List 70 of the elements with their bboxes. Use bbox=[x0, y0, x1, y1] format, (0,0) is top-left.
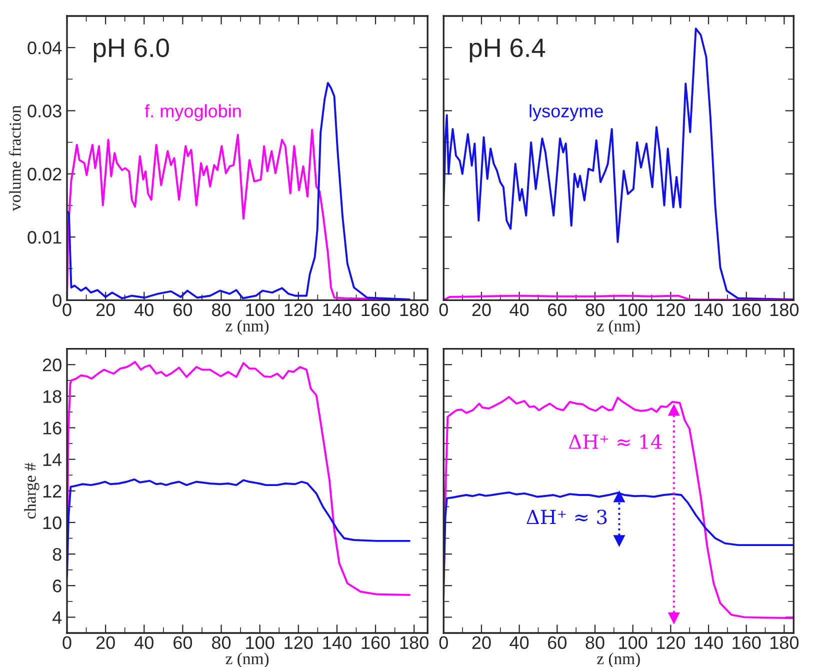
y-tick-label: 8 bbox=[52, 548, 62, 561]
x-tick-label: 0 bbox=[62, 303, 72, 316]
text: pH 6.0 bbox=[94, 38, 169, 62]
x-tick-label: 80 bbox=[212, 636, 231, 650]
x-axis-title: z (nm) bbox=[226, 320, 269, 335]
x-tick-label: 100 bbox=[619, 303, 648, 316]
x-axis-title: z (nm) bbox=[597, 320, 640, 335]
x-tick-label: 100 bbox=[619, 636, 648, 650]
x-tick-label: 140 bbox=[323, 303, 352, 316]
y-tick-label: 18 bbox=[43, 390, 62, 403]
x-tick-label: 60 bbox=[548, 636, 566, 650]
x-tick-label: 80 bbox=[586, 303, 604, 316]
x-tick-label: 60 bbox=[174, 303, 192, 316]
x-tick-label: 100 bbox=[246, 303, 274, 316]
y-tick-label: 12 bbox=[43, 484, 62, 498]
x-tick-label: 100 bbox=[246, 636, 274, 650]
y-tick-label: 4 bbox=[52, 611, 62, 624]
x-tick-label: 140 bbox=[323, 636, 352, 650]
y-axis-title: volume fraction bbox=[8, 105, 21, 212]
point bbox=[668, 404, 680, 416]
x-tick-label: 20 bbox=[96, 636, 115, 650]
y-tick-label: 16 bbox=[43, 422, 62, 434]
x-tick-label: 40 bbox=[134, 303, 154, 316]
x-tick-label: 80 bbox=[212, 303, 231, 316]
x-tick-label: 60 bbox=[548, 303, 566, 316]
y-tick-label: 10 bbox=[43, 516, 62, 530]
y-tick-label: 0 bbox=[52, 294, 62, 307]
point bbox=[614, 491, 625, 502]
x-tick-label: 20 bbox=[472, 303, 491, 316]
x-tick-label: 180 bbox=[400, 303, 428, 316]
x-tick-label: 180 bbox=[770, 636, 799, 650]
y-tick-label: 0.02 bbox=[28, 168, 62, 181]
y-tick-label: 20 bbox=[42, 358, 62, 372]
x-tick-label: 160 bbox=[362, 636, 390, 650]
x-tick-label: 120 bbox=[656, 303, 686, 316]
x-tick-label: 60 bbox=[174, 636, 192, 650]
x-tick-label: 0 bbox=[439, 303, 448, 316]
y-tick-label: 0.04 bbox=[28, 42, 62, 54]
x-tick-label: 40 bbox=[134, 636, 154, 650]
x-tick-label: 20 bbox=[472, 636, 491, 650]
x-tick-label: 80 bbox=[586, 636, 604, 650]
x-tick-label: 40 bbox=[510, 636, 529, 650]
point bbox=[668, 612, 680, 624]
x-tick-label: 160 bbox=[732, 303, 761, 316]
series-label: f. myoglobin bbox=[144, 104, 241, 122]
annotation: ΔH⁺ ≈ 3 bbox=[526, 510, 607, 524]
y-tick-label: 14 bbox=[43, 453, 62, 466]
text: pH 6.4 bbox=[470, 38, 546, 62]
x-tick-label: 120 bbox=[656, 636, 686, 650]
x-tick-label: 140 bbox=[694, 303, 723, 316]
x-tick-label: 120 bbox=[284, 636, 313, 650]
y-axis-title: charge # bbox=[24, 462, 40, 519]
x-tick-label: 140 bbox=[694, 636, 723, 650]
x-tick-label: 0 bbox=[62, 636, 72, 650]
y-tick-label: 0.01 bbox=[28, 230, 62, 244]
x-tick-label: 20 bbox=[96, 303, 115, 316]
x-tick-label: 0 bbox=[439, 636, 448, 650]
line-series bbox=[66, 360, 410, 596]
series-label: lysozyme bbox=[530, 104, 603, 122]
y-tick-label: 0.03 bbox=[28, 104, 62, 118]
x-tick-label: 180 bbox=[770, 303, 799, 316]
y-tick-label: 6 bbox=[53, 580, 62, 592]
x-tick-label: 40 bbox=[510, 303, 529, 316]
x-tick-label: 160 bbox=[362, 303, 390, 316]
line-series bbox=[66, 82, 410, 300]
annotation: ΔH⁺ ≈ 14 bbox=[568, 434, 662, 449]
point bbox=[614, 535, 625, 546]
x-tick-label: 180 bbox=[400, 636, 428, 650]
x-tick-label: 160 bbox=[732, 636, 761, 650]
x-tick-label: 120 bbox=[284, 303, 313, 316]
